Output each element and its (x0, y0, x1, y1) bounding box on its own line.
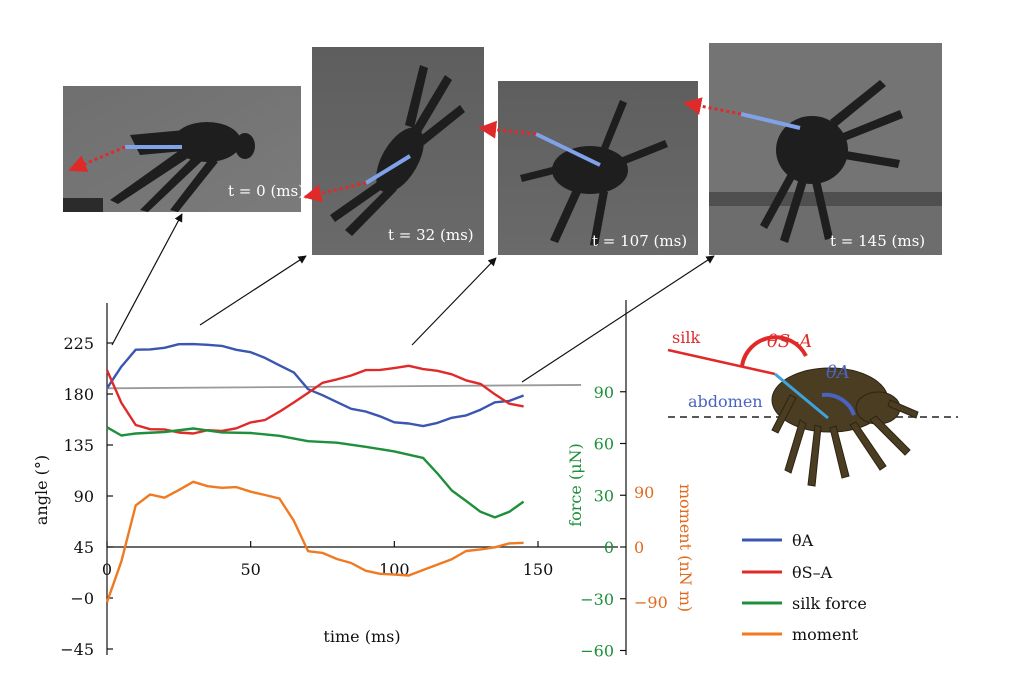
frame-1: t = 32 (ms) (303, 47, 484, 255)
abdomen-line-1 (364, 154, 412, 185)
connector-arrow-0 (111, 213, 183, 346)
silk-line-1 (303, 181, 367, 203)
series-line-moment (105, 480, 524, 603)
silk-text: silk (672, 328, 700, 347)
moment-tick-label: −90 (634, 593, 668, 612)
spider-body-drawing (771, 367, 919, 487)
series-line-theta-a (106, 342, 525, 428)
legend-label-moment: moment (792, 625, 859, 644)
force-tick-label: 60 (594, 435, 614, 454)
abdomen-text: abdomen (688, 392, 763, 411)
legend-label-theta-a: θA (792, 531, 814, 550)
abdomen-line-3 (740, 112, 801, 130)
legend-label-silk-force: silk force (792, 594, 867, 613)
frame-label-0: t = 0 (ms) (228, 182, 304, 200)
angle-tick-label: 135 (63, 436, 94, 455)
legend-item-theta-sa: θS–A (742, 563, 833, 582)
angle-tick-label: 180 (63, 385, 94, 404)
frame-label-1: t = 32 (ms) (388, 226, 474, 244)
x-tick-label: 50 (240, 560, 260, 579)
angle-tick-label: −0 (70, 589, 94, 608)
angle-tick-label: 45 (74, 538, 94, 557)
x-axis-label: time (ms) (323, 627, 400, 646)
angle-axis-label: angle (°) (32, 455, 51, 525)
legend-item-theta-a: θA (742, 531, 814, 550)
frame-label-2: t = 107 (ms) (592, 232, 687, 250)
legend: θA θS–A silk force moment (742, 531, 867, 644)
spider-silhouette-2 (520, 100, 668, 246)
reference-line (106, 384, 582, 390)
silk-strand (667, 348, 776, 376)
frame-0: t = 0 (ms) (63, 86, 304, 212)
series-line-theta-sa (105, 364, 524, 435)
frame-label-3: t = 145 (ms) (830, 232, 925, 250)
force-axis-label: force (μN) (566, 443, 585, 527)
force-tick-label: 30 (594, 486, 614, 505)
silk-line-0 (68, 145, 126, 173)
angle-tick-label: 90 (74, 487, 94, 506)
spider-silhouette-3 (760, 80, 903, 243)
frame-3: t = 145 (ms) (683, 43, 942, 255)
legend-item-silk-force: silk force (742, 594, 867, 613)
frame-2: t = 107 (ms) (478, 81, 698, 255)
moment-tick-label: 0 (634, 538, 644, 557)
force-tick-label: 90 (594, 383, 614, 402)
angle-axis-ticks: 225 180 135 90 45 −0 −45 (60, 334, 113, 659)
series-group (105, 342, 525, 603)
theta-sa-arc (740, 335, 808, 367)
legend-item-moment: moment (742, 625, 859, 644)
force-tick-label: −30 (580, 590, 614, 609)
force-tick-label: −60 (580, 642, 614, 661)
force-axis-ticks: 90 60 30 0 −30 −60 (580, 383, 626, 661)
legend-label-theta-sa: θS–A (792, 563, 833, 582)
theta-sa-text: θS–A (767, 331, 812, 352)
schematic-diagram: silk abdomen θS–A θA (667, 328, 958, 487)
abdomen-axis (774, 372, 829, 420)
angle-tick-label: 225 (63, 334, 94, 353)
abdomen-line-2 (535, 132, 601, 167)
connector-arrow-1 (199, 255, 307, 326)
x-tick-label: 0 (102, 560, 112, 579)
force-tick-label: 0 (604, 538, 614, 557)
connector-arrow-3 (521, 255, 715, 383)
moment-axis-label: moment (nN m) (676, 484, 695, 612)
spider-silhouette-0 (110, 122, 255, 212)
connector-arrow-2 (411, 257, 497, 346)
angle-tick-label: −45 (60, 640, 94, 659)
theta-a-arc (821, 392, 856, 416)
moment-tick-label: 90 (634, 483, 654, 502)
x-tick-label: 150 (523, 560, 554, 579)
theta-a-text: θA (826, 362, 850, 383)
series-line-silk-force (106, 426, 525, 519)
moment-axis-ticks: 90 0 −90 (634, 483, 668, 612)
connector-arrows (111, 213, 715, 383)
